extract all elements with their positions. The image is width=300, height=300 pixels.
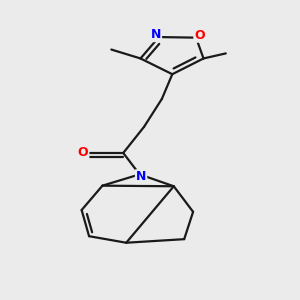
Text: O: O xyxy=(194,29,205,42)
Text: N: N xyxy=(136,170,146,183)
Text: O: O xyxy=(78,146,88,159)
Text: N: N xyxy=(151,28,161,41)
